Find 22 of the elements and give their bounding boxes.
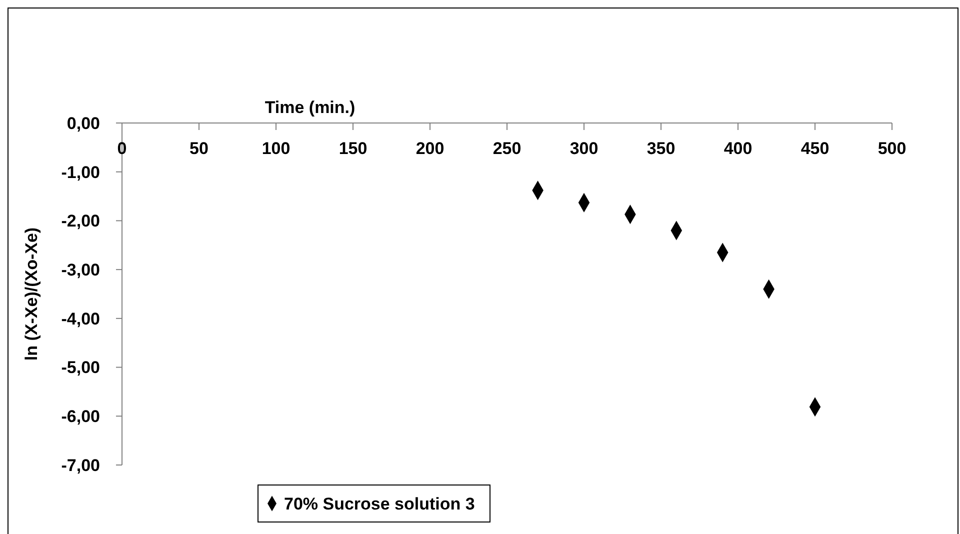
x-tick-label: 150 [338,139,368,158]
legend-label: 70% Sucrose solution 3 [284,494,475,514]
y-tick-label: -6,00 [61,407,100,426]
x-tick-label: 100 [262,139,290,158]
y-tick-label: -4,00 [61,309,100,328]
y-tick-label: -1,00 [61,162,100,182]
x-tick-label: 450 [800,139,830,158]
y-tick-label: -7,00 [61,456,100,475]
x-tick-label: 50 [190,139,208,158]
x-tick-label: 200 [416,139,444,158]
x-tick-label: 500 [878,139,906,158]
x-tick-label: 400 [724,139,752,158]
x-tick-label: 250 [492,139,522,158]
y-tick-label: 0,00 [66,114,100,133]
y-tick-label: -2,00 [61,212,100,231]
x-axis-title: Time (min.) [264,98,356,117]
y-axis-title: ln (X-Xe)/(Xo-Xe) [22,227,41,361]
x-tick-label: 350 [646,139,676,158]
x-tick-label: 300 [570,139,598,158]
y-tick-label: -3,00 [61,260,100,280]
y-tick-label: -5,00 [61,358,100,378]
x-tick-label: 0 [117,139,127,158]
